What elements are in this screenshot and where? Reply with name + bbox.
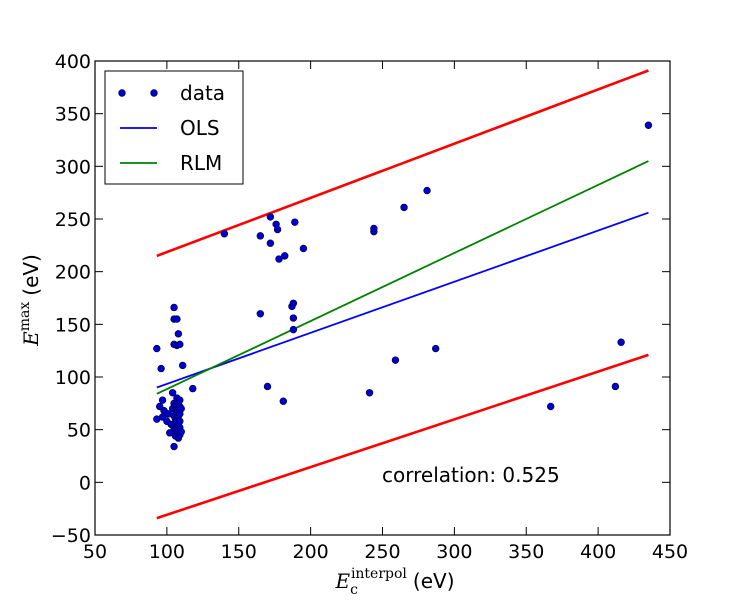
x-axis-label-symbol: E — [334, 569, 350, 593]
data-point — [400, 203, 408, 212]
data-point — [299, 244, 308, 253]
data-point — [263, 382, 272, 391]
x-tick-label: 450 — [652, 541, 688, 563]
x-tick-label: 50 — [83, 541, 107, 563]
data-point — [256, 232, 265, 240]
data-point — [176, 340, 184, 349]
data-point — [370, 224, 378, 233]
data-point — [178, 361, 187, 370]
y-tick-label: 250 — [55, 209, 91, 231]
legend-label-ols: OLS — [180, 116, 220, 140]
data-point — [168, 389, 177, 397]
data-point — [391, 356, 400, 364]
y-tick-label: 400 — [55, 51, 91, 73]
data-point — [177, 428, 185, 436]
data-point — [173, 315, 181, 323]
data-point — [166, 429, 174, 437]
y-axis-label-superscript: max — [17, 302, 33, 332]
data-point — [266, 239, 275, 247]
y-tick-label: −50 — [51, 525, 91, 547]
y-tick-label: 100 — [55, 367, 91, 389]
data-point — [153, 344, 161, 353]
x-axis-label-superscript: interpol — [351, 566, 407, 582]
data-point — [189, 384, 197, 393]
data-point — [170, 303, 178, 312]
plot-area — [153, 69, 653, 520]
data-point — [273, 225, 282, 234]
rlm-line — [156, 160, 649, 395]
x-axis-label-subscript: c — [350, 582, 358, 598]
y-axis-label-unit: (eV) — [19, 254, 43, 296]
legend-marker — [118, 89, 126, 97]
x-tick-label: 150 — [221, 541, 257, 563]
data-point — [644, 121, 653, 129]
data-point — [275, 255, 283, 263]
legend-label-data: data — [180, 81, 225, 105]
data-point — [256, 310, 265, 318]
data-point — [174, 330, 183, 338]
x-tick-label: 400 — [580, 541, 616, 563]
ols-line — [156, 211, 649, 389]
data-point — [279, 397, 288, 405]
x-tick-label: 250 — [364, 541, 400, 563]
x-tick-label: 200 — [292, 541, 328, 563]
upper-bound-line — [156, 69, 649, 258]
y-axis-label: Emax (eV) — [17, 254, 43, 347]
data-point — [176, 417, 184, 425]
y-tick-label: 0 — [79, 472, 91, 494]
data-point — [158, 396, 167, 404]
data-point — [289, 314, 298, 322]
data-point — [291, 218, 299, 226]
legend: data OLS RLM — [104, 70, 244, 185]
data-point — [289, 299, 298, 307]
x-axis-label-unit: (eV) — [413, 569, 455, 593]
correlation-annotation: correlation: 0.525 — [382, 463, 560, 487]
y-tick-label: 350 — [55, 104, 91, 126]
data-point — [281, 252, 289, 260]
data-point — [546, 402, 555, 411]
legend-marker — [150, 89, 158, 97]
data-point — [611, 382, 620, 391]
data-point — [431, 344, 440, 353]
y-axis-ticks: −50 0 50 100 150 200 250 300 350 400 — [51, 51, 670, 547]
data-point — [220, 230, 229, 238]
data-point — [617, 338, 625, 346]
data-point — [177, 404, 185, 413]
x-tick-label: 350 — [508, 541, 544, 563]
data-point — [157, 364, 165, 373]
y-tick-label: 300 — [55, 156, 91, 178]
y-tick-label: 50 — [67, 420, 91, 442]
y-axis-label-symbol: E — [19, 331, 43, 347]
lower-bound-line — [156, 353, 649, 520]
data-point — [266, 213, 275, 221]
legend-label-rlm: RLM — [180, 151, 222, 175]
data-point — [289, 325, 298, 334]
x-tick-label: 100 — [149, 541, 185, 563]
data-point — [176, 396, 184, 404]
data-point — [365, 389, 374, 397]
data-point — [170, 442, 178, 451]
x-axis-ticks: 50 100 150 200 250 300 350 400 450 — [83, 61, 688, 563]
y-tick-label: 200 — [55, 262, 91, 284]
data-point — [423, 186, 431, 195]
y-tick-label: 150 — [55, 314, 91, 336]
x-tick-label: 300 — [436, 541, 472, 563]
x-axis-label: Ecinterpol (eV) — [334, 566, 454, 598]
